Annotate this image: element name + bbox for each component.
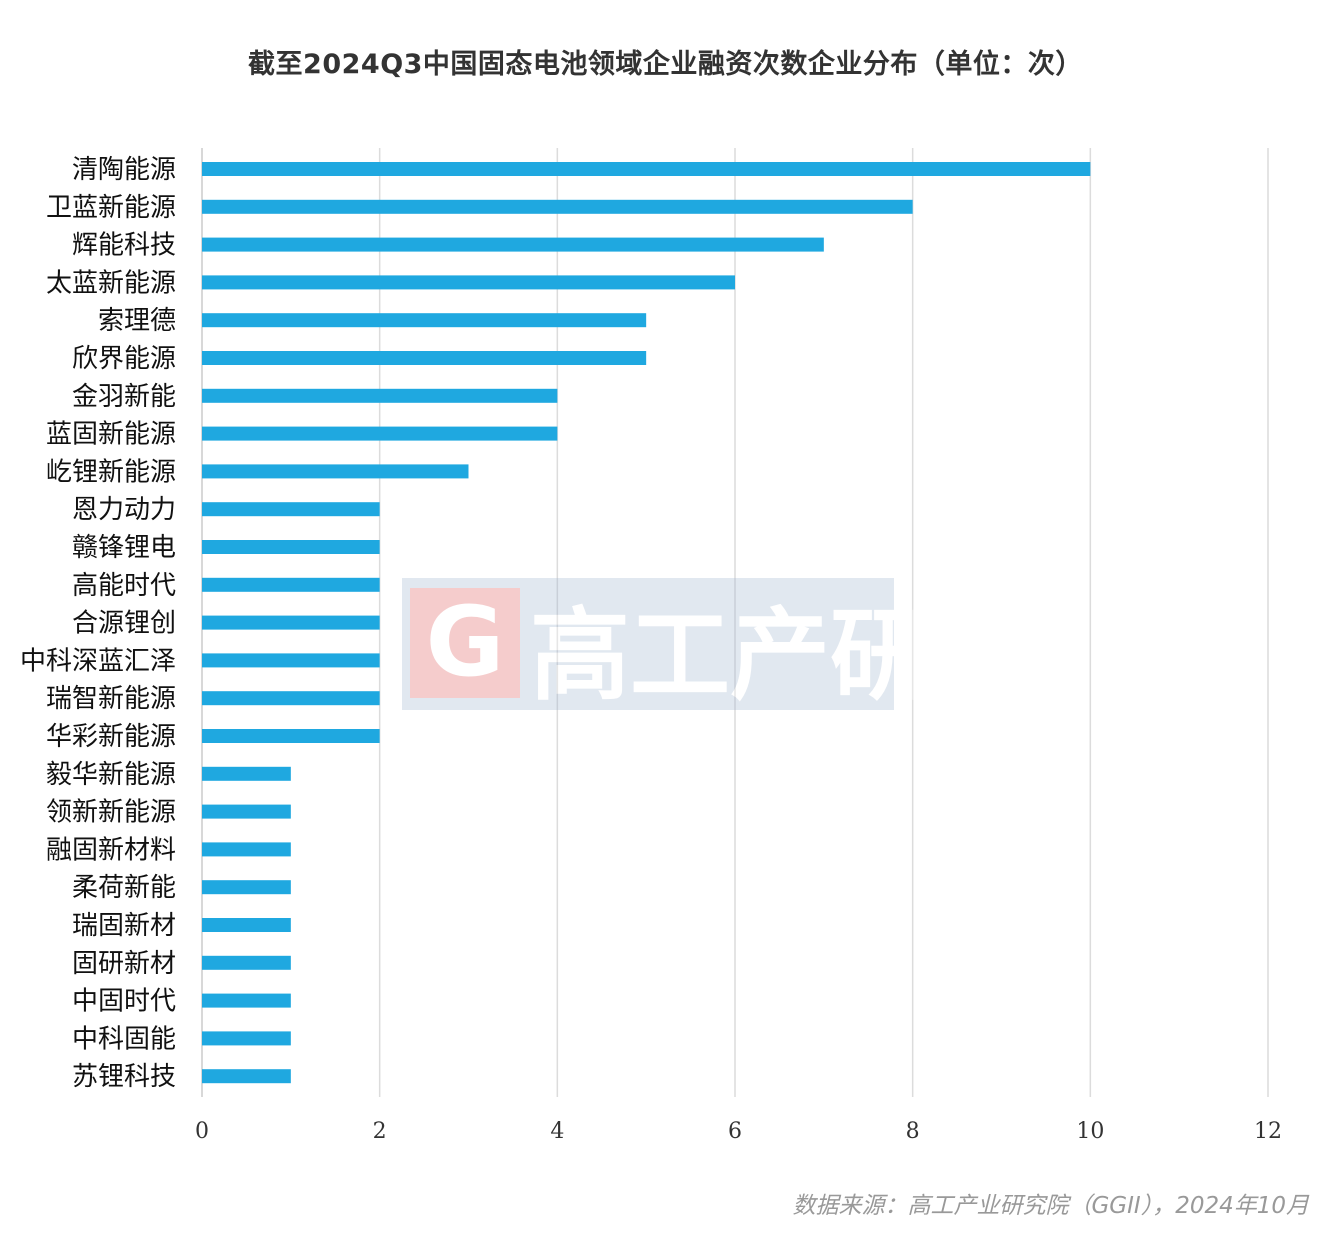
bar	[202, 388, 558, 403]
bars	[202, 162, 1091, 1084]
category-label: 合源锂创	[72, 609, 176, 639]
bar	[202, 842, 291, 857]
bar	[202, 426, 558, 441]
category-label: 华彩新能源	[46, 722, 176, 752]
x-axis-ticks: 0 2 4 6 8 10 12	[195, 1119, 1282, 1144]
bar	[202, 464, 469, 479]
bar	[202, 729, 380, 743]
bar	[202, 993, 291, 1008]
bar	[202, 1031, 291, 1046]
bar	[202, 1069, 291, 1084]
bar	[202, 653, 380, 668]
x-tick-label: 8	[906, 1119, 920, 1144]
svg-text:高工产研: 高工产研	[530, 597, 930, 714]
category-label: 太蓝新能源	[46, 268, 176, 298]
bar	[202, 804, 291, 819]
category-label: 中科固能	[72, 1024, 176, 1054]
category-label: 屹锂新能源	[46, 457, 176, 487]
category-label: 索理德	[98, 306, 176, 336]
watermark-logo: G 高工产研	[402, 578, 930, 714]
x-tick-label: 4	[550, 1119, 564, 1144]
category-label: 瑞智新能源	[46, 684, 176, 714]
x-tick-label: 6	[728, 1119, 742, 1144]
category-label: 清陶能源	[72, 155, 176, 185]
bar	[202, 577, 380, 592]
bar	[202, 351, 647, 365]
category-labels: 清陶能源卫蓝新能源辉能科技太蓝新能源索理德欣界能源金羽新能蓝固新能源屹锂新能源恩…	[20, 155, 176, 1092]
chart-title: 截至2024Q3中国固态电池领域企业融资次数企业分布（单位：次）	[248, 49, 1083, 80]
category-label: 卫蓝新能源	[46, 193, 176, 223]
bar	[202, 918, 291, 932]
source-note: 数据来源：高工产业研究院（GGII），2024年10月	[792, 1193, 1309, 1219]
category-label: 融固新材料	[46, 835, 176, 865]
category-label: 中固时代	[72, 987, 176, 1017]
category-label: 赣锋锂电	[72, 533, 176, 563]
svg-text:G: G	[426, 586, 505, 698]
category-label: 毅华新能源	[46, 760, 176, 790]
bar	[202, 880, 291, 895]
category-label: 恩力动力	[72, 495, 176, 525]
bar	[202, 502, 380, 517]
x-tick-label: 10	[1076, 1119, 1104, 1144]
bar	[202, 199, 913, 214]
category-label: 苏锂科技	[72, 1062, 176, 1092]
x-tick-label: 2	[373, 1119, 387, 1144]
bar	[202, 162, 1091, 176]
category-label: 领新新能源	[46, 798, 176, 828]
category-label: 欣界能源	[72, 344, 176, 374]
x-tick-label: 0	[195, 1119, 209, 1144]
bar	[202, 691, 380, 706]
bar	[202, 540, 380, 554]
category-label: 高能时代	[72, 571, 176, 601]
bar	[202, 275, 735, 290]
category-label: 固研新材	[72, 949, 176, 979]
bar	[202, 313, 647, 328]
bar	[202, 237, 824, 252]
x-tick-label: 12	[1254, 1119, 1282, 1144]
bar	[202, 766, 291, 781]
category-label: 柔荷新能	[72, 873, 176, 903]
category-label: 蓝固新能源	[46, 420, 176, 450]
category-label: 金羽新能	[72, 382, 176, 412]
category-label: 中科深蓝汇泽	[20, 646, 176, 676]
bar	[202, 955, 291, 970]
bar	[202, 615, 380, 630]
category-label: 辉能科技	[72, 231, 176, 261]
category-label: 瑞固新材	[72, 911, 176, 941]
